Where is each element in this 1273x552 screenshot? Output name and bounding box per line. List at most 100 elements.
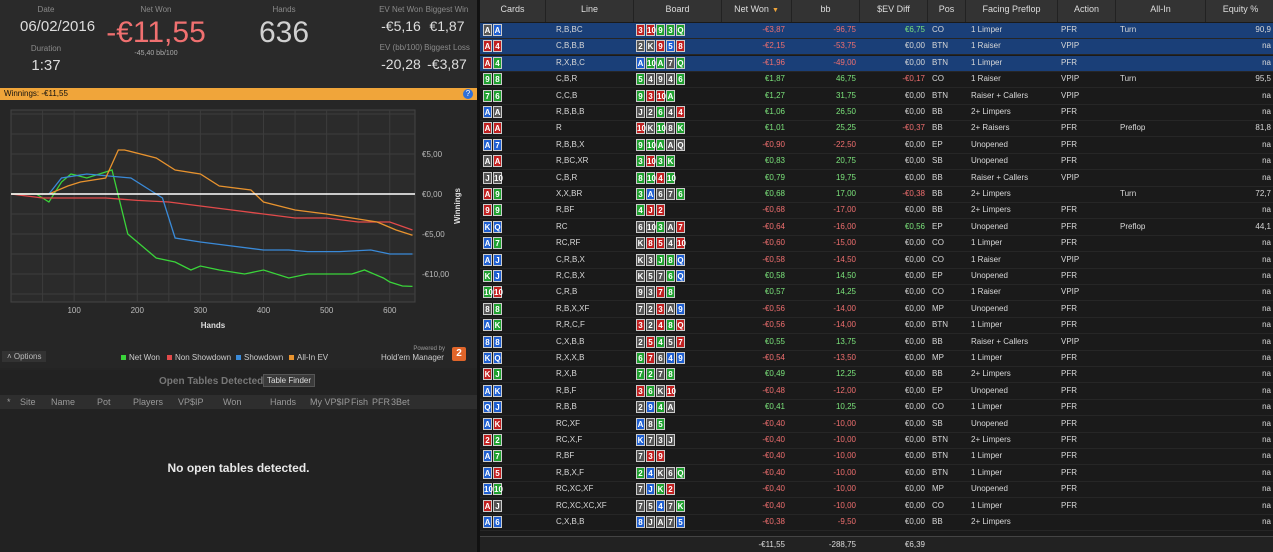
table-row[interactable]: A 6 C,X,B,B 8 J A 7 5 -€0,38 -9,50 €0,00 BB 2+ Limpe… (480, 515, 1273, 531)
table-row[interactable]: 1010 C,R,B 9 3 7 8 €0,57 14,25 €0,00 CO 1 Raiser VP… (480, 285, 1273, 302)
card: 9 (636, 286, 645, 299)
bb-cell: -12,00 (833, 385, 856, 395)
table-row[interactable]: 8 8 R,B,X,XF 7 2 3 A 9 -€0,56 -14,00 €0,00 MP Unopen… (480, 302, 1273, 318)
table-row[interactable]: K Q RC 6 10 3 A 7 -€0,64 -16,00 €0,56 EP Unopened PFR… (480, 220, 1273, 236)
table-row[interactable]: A 7 R,BF 7 3 9 -€0,40 -10,00 €0,00 BTN 1 Limper PFR… (480, 449, 1273, 466)
netwon-label: Net Won (140, 5, 172, 14)
col-pot[interactable]: Pot (97, 397, 111, 407)
net-won-cell: -€0,40 (762, 467, 785, 477)
card: 4 (656, 335, 665, 348)
col-facing-preflop[interactable]: Facing Preflop (966, 0, 1058, 22)
col-won[interactable]: Won (223, 397, 242, 407)
card: 10 (656, 122, 666, 135)
table-finder-button[interactable]: Table Finder (263, 374, 316, 387)
pos-cell: BTN (932, 467, 948, 477)
table-row[interactable]: K Q R,X,X,B 6 7 6 4 9 -€0,54 -13,50 €0,00 MP 1 Limpe… (480, 351, 1273, 367)
bb-cell: 17,00 (835, 189, 856, 198)
card: 10 (493, 286, 503, 299)
col-pfr[interactable]: PFR (372, 397, 390, 407)
col-fish[interactable]: Fish (351, 397, 369, 407)
col-line[interactable]: Line (546, 0, 634, 22)
col-pos[interactable]: Pos (928, 0, 966, 22)
table-row[interactable]: 2 2 RC,X,F K 7 3 J -€0,40 -10,00 €0,00 BTN 2+ Limpe… (480, 433, 1273, 449)
card: 6 (656, 106, 665, 118)
table-row[interactable]: K J R,X,B 7 2 7 8 €0,49 12,25 €0,00 BB 2+ Limpers PF… (480, 367, 1273, 384)
line-cell: R,X,B (556, 369, 577, 379)
col-action[interactable]: Action (1058, 0, 1116, 22)
col-site[interactable]: Site (20, 397, 36, 407)
help-icon[interactable]: ? (463, 89, 473, 99)
table-row[interactable]: A 4 R,X,B,C A 10 A 7 Q -€1,96 -49,00 €0,00 BTN 1 Lim… (480, 55, 1273, 72)
table-row[interactable]: 7 6 C,C,B 9 3 10 A €1,27 31,75 €0,00 BTN Raiser + C… (480, 89, 1273, 105)
table-row[interactable]: 9 8 C,B,R 5 4 9 4 6 €1,87 46,75 -€0,17 CO 1 Raiser VP… (480, 72, 1273, 89)
col-net-won[interactable]: Net Won ▼ (722, 0, 792, 22)
ev-diff-cell: €0,00 (904, 139, 925, 149)
net-won-cell: €1,27 (764, 90, 785, 100)
action-cell: PFR (1061, 467, 1077, 477)
table-row[interactable]: A A R,B,BC 3 10 9 3 Q -€3,87 -96,75 €6,75 CO 1 Limpe… (480, 23, 1273, 39)
table-row[interactable]: A K RC,XF A 8 5 -€0,40 -10,00 €0,00 SB Unopened PFR… (480, 417, 1273, 433)
action-cell: PFR (1061, 402, 1077, 412)
table-row[interactable]: A A R 10 K 10 8 K €1,01 25,25 -€0,37 BB 2+ Raisers PF… (480, 121, 1273, 138)
legend-label: Net Won (129, 353, 160, 362)
card: Q (676, 56, 685, 69)
col-cards[interactable]: Cards (480, 0, 546, 22)
table-row[interactable]: A A R,BC,XR 3 10 3 K €0,83 20,75 €0,00 SB Unopened P… (480, 154, 1273, 171)
table-row[interactable]: A J C,R,B,X K 3 J 8 Q -€0,58 -14,50 €0,00 CO 1 Raise… (480, 253, 1273, 269)
pos-cell: EP (932, 139, 943, 149)
col-3bet[interactable]: 3Bet (391, 397, 410, 407)
table-row[interactable]: A 9 X,X,BR 3 A 6 7 6 €0,68 17,00 -€0,38 BB 2+ Limper… (480, 187, 1273, 203)
col-equity[interactable]: Equity % (1206, 0, 1273, 22)
card: J (666, 434, 675, 446)
ev-diff-cell: €0,00 (904, 41, 925, 51)
table-row[interactable]: 9 9 R,BF 4 J 2 -€0,68 -17,00 €0,00 BB 2+ Limpers PF… (480, 203, 1273, 220)
table-row[interactable]: A 7 RC,RF K 8 5 4 10 -€0,60 -15,00 €0,00 CO 1 Limper… (480, 236, 1273, 253)
table-row[interactable]: A J RC,XC,XC,XF 7 5 4 7 K -€0,40 -10,00 €0,00 CO 1 L… (480, 499, 1273, 515)
ev-diff-cell: €0,00 (904, 172, 925, 182)
table-row[interactable]: J 10 C,B,R 8 10 4 10 €0,79 19,75 €0,00 BB Raiser + … (480, 171, 1273, 187)
card: 7 (666, 516, 675, 528)
col-players[interactable]: Players (133, 397, 164, 407)
ev-bb-label: EV (bb/100) (379, 43, 423, 52)
col-bb[interactable]: bb (792, 0, 860, 22)
table-row[interactable]: A 7 R,B,B,X 9 10 A A Q -€0,90 -22,50 €0,00 EP Unopen… (480, 138, 1273, 154)
all-in-cell: Turn (1120, 25, 1137, 34)
table-row[interactable]: K J R,C,B,X K 5 7 6 Q €0,58 14,50 €0,00 EP Unopened P… (480, 269, 1273, 285)
col-vpip[interactable]: VP$IP (178, 397, 204, 407)
col-hands[interactable]: Hands (270, 397, 297, 407)
facing-preflop-cell: 2+ Limpers (971, 517, 1011, 526)
card: 4 (646, 73, 655, 86)
pos-cell: BTN (932, 41, 948, 51)
card: 10 (493, 483, 503, 496)
col-ev-diff[interactable]: $EV Diff (860, 0, 928, 22)
plot-area (10, 109, 416, 303)
table-row[interactable]: A 4 C,B,B,B 2 K 9 5 8 -€2,15 -53,75 €0,00 BTN 1 Rais… (480, 39, 1273, 56)
col-star[interactable]: * (7, 397, 11, 407)
card: 8 (646, 237, 655, 250)
card: 3 (656, 220, 665, 233)
facing-preflop-cell: 2+ Limpers (971, 369, 1011, 379)
card: 7 (493, 138, 502, 151)
col-board[interactable]: Board (634, 0, 722, 22)
line-cell: R,B,B (556, 402, 577, 412)
table-row[interactable]: A K R,R,C,F 3 2 4 8 Q -€0,56 -14,00 €0,00 BTN 1 Limp… (480, 318, 1273, 335)
table-row[interactable]: 8 8 C,X,B,B 2 5 4 5 7 €0,55 13,75 €0,00 BB Raiser + … (480, 335, 1273, 351)
card: K (676, 499, 685, 512)
card: 10 (666, 384, 676, 397)
options-button[interactable]: ˄ Options (2, 351, 47, 362)
col-my-vpip[interactable]: My VP$IP (310, 397, 351, 407)
table-row[interactable]: Q J R,B,B 2 9 4 A €0,41 10,25 €0,00 CO 1 Limper PFR n… (480, 400, 1273, 417)
table-row[interactable]: A A R,B,B,B J 2 6 4 4 €1,06 26,50 €0,00 BB 2+ Limper… (480, 105, 1273, 121)
table-row[interactable]: 1010 RC,XC,XF 7 J K 2 -€0,40 -10,00 €0,00 MP Unope… (480, 482, 1273, 499)
biggest-loss-label: Biggest Loss (424, 43, 470, 52)
line-cell: C,R,B,X (556, 254, 585, 264)
table-row[interactable]: A 5 R,B,X,F 2 4 K 6 Q -€0,40 -10,00 €0,00 BTN 1 Limp… (480, 466, 1273, 482)
table-row[interactable]: A K R,B,F 3 6 K 10 -€0,48 -12,00 €0,00 EP Unopened P… (480, 384, 1273, 400)
col-name[interactable]: Name (51, 397, 76, 407)
card: A (656, 56, 665, 69)
col-all-in[interactable]: All-In (1116, 0, 1206, 22)
